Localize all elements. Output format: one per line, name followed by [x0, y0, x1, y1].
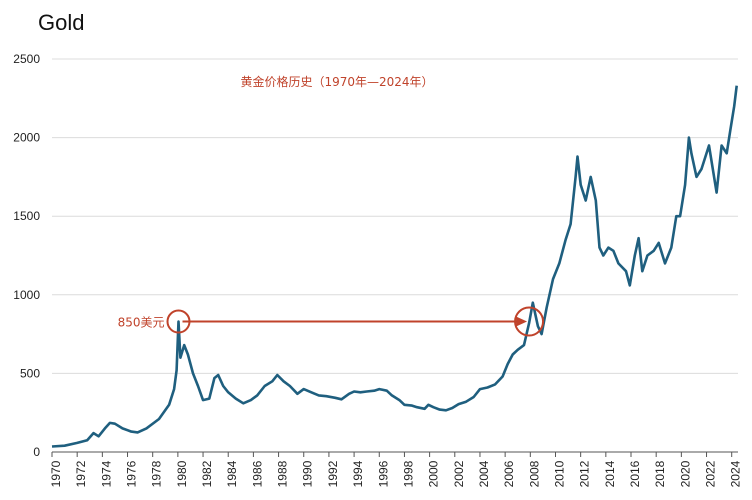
- x-tick-label: 2022: [704, 460, 718, 487]
- x-tick-label: 1980: [175, 460, 189, 487]
- x-tick-label: 2018: [653, 460, 667, 487]
- x-tick-label: 2008: [527, 460, 541, 487]
- y-tick-label: 1000: [13, 288, 40, 302]
- x-tick-label: 2006: [502, 460, 516, 487]
- x-tick-label: 1970: [49, 460, 63, 487]
- x-tick-label: 2000: [427, 460, 441, 487]
- y-tick-label: 2500: [13, 52, 40, 66]
- x-tick-label: 1986: [250, 460, 264, 487]
- x-tick-label: 1974: [99, 460, 113, 487]
- x-tick-label: 2010: [552, 460, 566, 487]
- x-tick-label: 1988: [276, 460, 290, 487]
- x-tick-label: 1976: [125, 460, 139, 487]
- arrow-head: [516, 316, 528, 327]
- x-tick-label: 2002: [452, 460, 466, 487]
- x-tick-label: 1984: [225, 460, 239, 487]
- x-tick-label: 1994: [351, 460, 365, 487]
- x-tick-label: 1972: [74, 460, 88, 487]
- y-axis-ticks: 0 500 1000 1500 2000 2500: [13, 52, 40, 459]
- y-tick-label: 0: [33, 445, 40, 459]
- series-layer: [51, 85, 738, 448]
- y-tick-label: 500: [20, 366, 40, 380]
- annotation-layer: 850美元: [118, 306, 545, 337]
- peak-price-label: 850美元: [118, 316, 165, 330]
- x-axis: 1970 1972 1974 1976 1978 1980 1982 1984 1986 1988…: [49, 451, 743, 487]
- x-tick-label: 2014: [603, 460, 617, 487]
- x-tick-label: 2024: [729, 460, 743, 487]
- x-tick-label: 1990: [301, 460, 315, 487]
- price-series-line: [51, 85, 738, 448]
- x-tick-label: 1982: [200, 460, 214, 487]
- chart-title: Gold: [38, 10, 85, 35]
- x-tick-label: 1996: [376, 460, 390, 487]
- x-tick-label: 1992: [326, 460, 340, 487]
- y-tick-label: 1500: [13, 209, 40, 223]
- x-tick-label: 2012: [578, 460, 592, 487]
- x-tick-label: 1998: [401, 460, 415, 487]
- chart-subtitle: 黄金价格历史（1970年—2024年）: [240, 74, 433, 89]
- y-tick-label: 2000: [13, 131, 40, 145]
- x-tick-label: 2020: [678, 460, 692, 487]
- x-tick-label: 2016: [628, 460, 642, 487]
- x-tick-label: 2004: [477, 460, 491, 487]
- x-tick-label: 1978: [150, 460, 164, 487]
